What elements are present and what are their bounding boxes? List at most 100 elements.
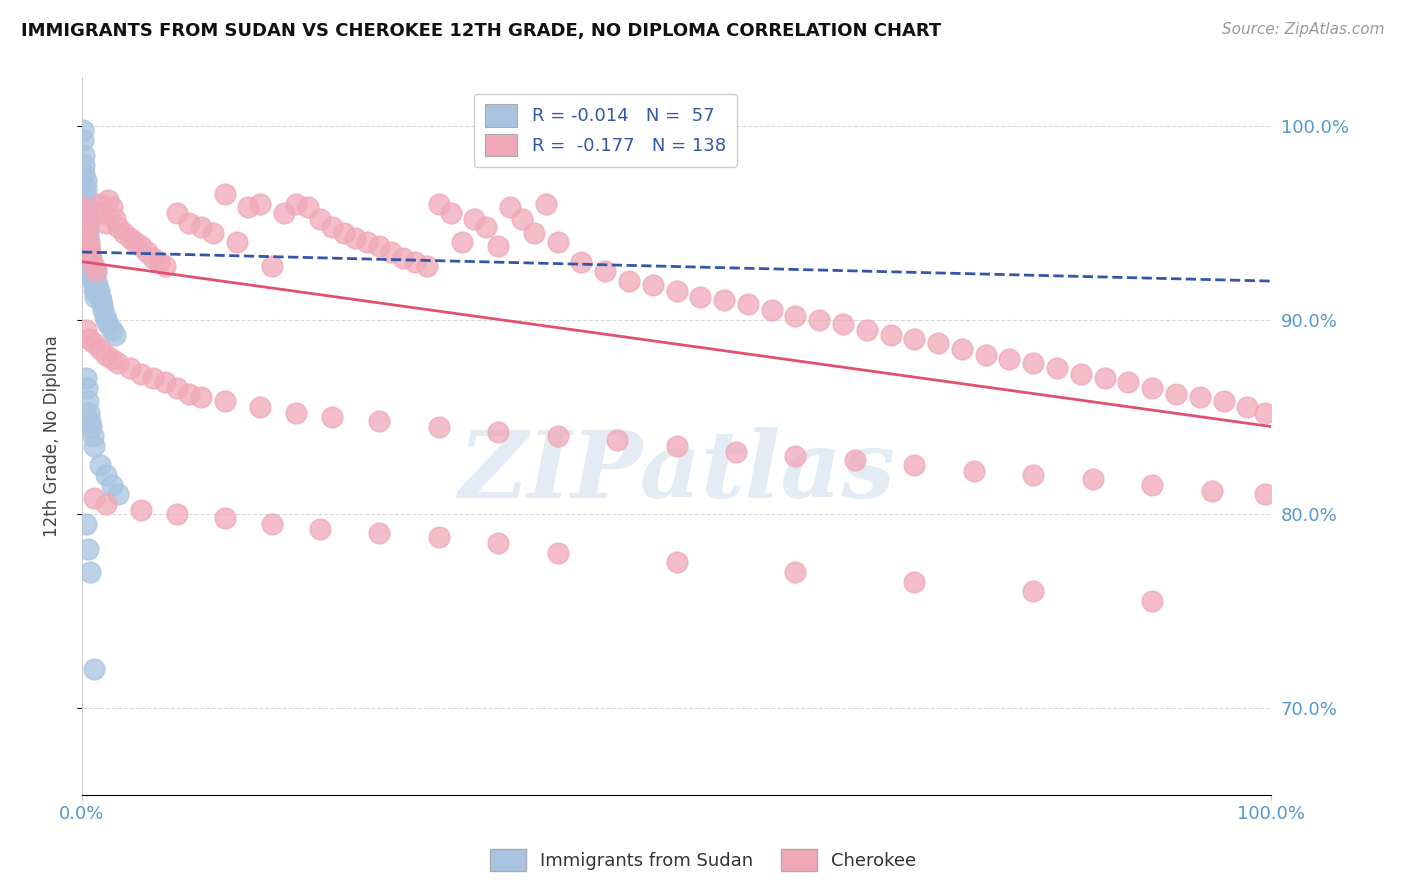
Point — [344, 231, 367, 245]
Point — [832, 317, 855, 331]
Point — [107, 355, 129, 369]
Point — [73, 148, 96, 162]
Point — [1201, 483, 1223, 498]
Point — [79, 254, 101, 268]
Point — [83, 277, 105, 292]
Point — [606, 433, 628, 447]
Point — [214, 186, 236, 201]
Point — [665, 439, 688, 453]
Point — [104, 328, 127, 343]
Point — [808, 313, 831, 327]
Point — [963, 464, 986, 478]
Point — [89, 458, 111, 473]
Point — [879, 328, 901, 343]
Point — [1094, 371, 1116, 385]
Point — [463, 212, 485, 227]
Point — [238, 200, 260, 214]
Point — [166, 206, 188, 220]
Point — [225, 235, 247, 250]
Legend: R = -0.014   N =  57, R =  -0.177   N = 138: R = -0.014 N = 57, R = -0.177 N = 138 — [474, 94, 737, 167]
Point — [547, 429, 569, 443]
Point — [100, 351, 122, 366]
Point — [785, 565, 807, 579]
Point — [77, 235, 100, 250]
Point — [94, 348, 117, 362]
Point — [118, 231, 141, 245]
Point — [368, 526, 391, 541]
Point — [1140, 477, 1163, 491]
Point — [100, 200, 122, 214]
Point — [75, 196, 97, 211]
Point — [76, 226, 98, 240]
Point — [427, 419, 450, 434]
Point — [665, 284, 688, 298]
Point — [148, 254, 170, 268]
Point — [392, 251, 415, 265]
Point — [486, 425, 509, 440]
Point — [153, 375, 176, 389]
Point — [1140, 594, 1163, 608]
Point — [73, 206, 96, 220]
Point — [785, 309, 807, 323]
Point — [94, 313, 117, 327]
Point — [131, 503, 153, 517]
Point — [950, 342, 973, 356]
Point — [80, 264, 103, 278]
Point — [83, 662, 105, 676]
Point — [83, 336, 105, 351]
Point — [510, 212, 533, 227]
Point — [124, 235, 146, 250]
Point — [80, 251, 103, 265]
Point — [89, 342, 111, 356]
Point — [77, 541, 100, 556]
Point — [641, 277, 664, 292]
Point — [475, 219, 498, 234]
Point — [142, 371, 165, 385]
Point — [75, 173, 97, 187]
Point — [77, 239, 100, 253]
Point — [903, 574, 925, 589]
Point — [84, 264, 107, 278]
Point — [107, 219, 129, 234]
Point — [79, 414, 101, 428]
Legend: Immigrants from Sudan, Cherokee: Immigrants from Sudan, Cherokee — [482, 842, 924, 879]
Point — [76, 206, 98, 220]
Point — [91, 297, 114, 311]
Point — [1046, 361, 1069, 376]
Point — [499, 200, 522, 214]
Point — [72, 123, 94, 137]
Point — [1212, 394, 1234, 409]
Point — [724, 444, 747, 458]
Point — [77, 219, 100, 234]
Point — [285, 196, 308, 211]
Point — [107, 487, 129, 501]
Point — [974, 348, 997, 362]
Point — [166, 507, 188, 521]
Point — [100, 322, 122, 336]
Point — [131, 239, 153, 253]
Point — [94, 497, 117, 511]
Point — [427, 530, 450, 544]
Point — [1188, 391, 1211, 405]
Point — [72, 200, 94, 214]
Point — [79, 251, 101, 265]
Point — [75, 322, 97, 336]
Point — [83, 259, 105, 273]
Point — [89, 196, 111, 211]
Point — [547, 235, 569, 250]
Point — [1236, 400, 1258, 414]
Point — [77, 332, 100, 346]
Point — [1022, 355, 1045, 369]
Point — [94, 468, 117, 483]
Point — [82, 274, 104, 288]
Point — [201, 226, 224, 240]
Point — [166, 381, 188, 395]
Point — [451, 235, 474, 250]
Point — [94, 216, 117, 230]
Point — [79, 245, 101, 260]
Point — [73, 168, 96, 182]
Y-axis label: 12th Grade, No Diploma: 12th Grade, No Diploma — [44, 335, 60, 537]
Point — [998, 351, 1021, 366]
Text: ZIPatlas: ZIPatlas — [458, 427, 896, 517]
Point — [190, 219, 212, 234]
